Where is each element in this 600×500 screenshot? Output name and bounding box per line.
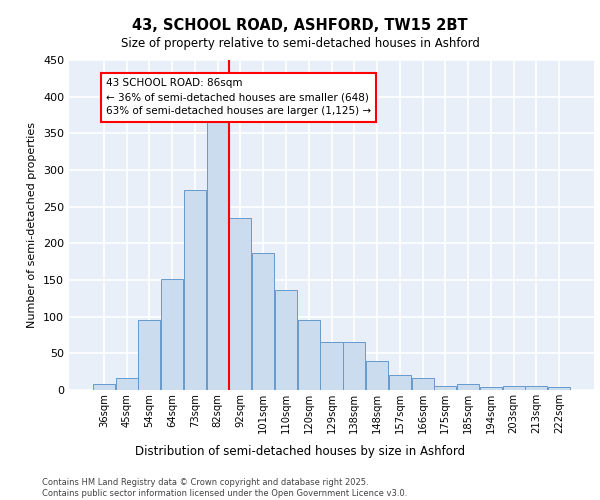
Bar [184,190,206,390]
Text: 43 SCHOOL ROAD: 86sqm
← 36% of semi-detached houses are smaller (648)
63% of sem: 43 SCHOOL ROAD: 86sqm ← 36% of semi-deta… [106,78,371,116]
Text: Distribution of semi-detached houses by size in Ashford: Distribution of semi-detached houses by … [135,444,465,458]
Bar [161,278,183,390]
Bar [320,342,343,390]
Bar [298,320,320,390]
Bar [229,218,251,390]
Y-axis label: Number of semi-detached properties: Number of semi-detached properties [28,122,37,328]
Bar [503,386,524,390]
Bar [139,320,160,390]
Bar [343,342,365,390]
Bar [366,360,388,390]
Bar [275,290,297,390]
Bar [434,386,457,390]
Bar [457,384,479,390]
Bar [389,374,411,390]
Bar [116,378,138,390]
Text: Size of property relative to semi-detached houses in Ashford: Size of property relative to semi-detach… [121,38,479,51]
Bar [480,387,502,390]
Text: Contains HM Land Registry data © Crown copyright and database right 2025.
Contai: Contains HM Land Registry data © Crown c… [42,478,407,498]
Bar [525,386,547,390]
Bar [93,384,115,390]
Bar [412,378,434,390]
Text: 43, SCHOOL ROAD, ASHFORD, TW15 2BT: 43, SCHOOL ROAD, ASHFORD, TW15 2BT [132,18,468,32]
Bar [252,253,274,390]
Bar [206,118,229,390]
Bar [548,387,570,390]
